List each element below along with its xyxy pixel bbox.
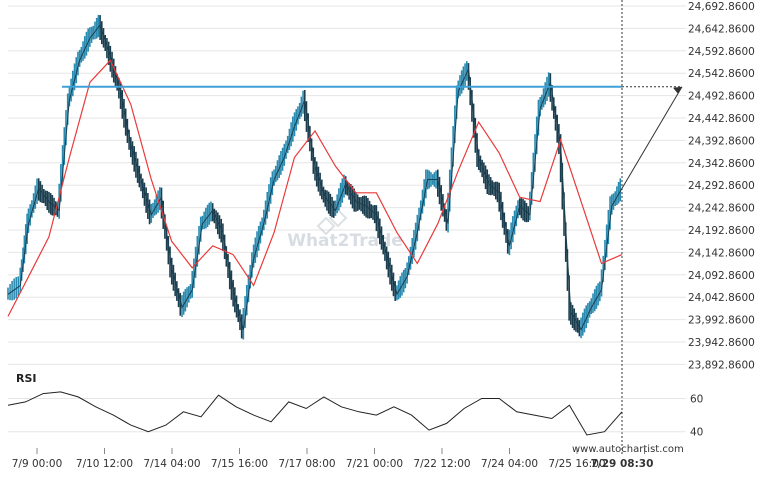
price-tick-label: 24,192.8600 xyxy=(688,225,755,237)
price-tick-label: 24,642.8600 xyxy=(688,23,755,35)
grid-lines xyxy=(8,5,686,365)
price-tick-label: 24,492.8600 xyxy=(688,91,755,103)
autochartist-credit: www.autochartist.com xyxy=(572,444,684,455)
price-axis: 24,692.8600 24,642.8600 24,592.8600 24,542.… xyxy=(688,1,755,371)
price-tick-label: 24,392.8600 xyxy=(688,135,755,147)
rsi-tick-label: 40 xyxy=(690,427,703,439)
time-tick-label: 7/15 16:00 xyxy=(211,458,268,470)
rsi-label: RSI xyxy=(16,372,37,385)
price-line xyxy=(7,23,623,331)
time-axis: 7/9 00:00 7/10 12:00 7/14 04:00 7/15 16:00 7… xyxy=(12,448,654,470)
price-tick-label: 24,042.8600 xyxy=(688,292,755,304)
price-tick-label: 24,142.8600 xyxy=(688,247,755,259)
time-tick-label: 7/10 12:00 xyxy=(76,458,133,470)
forecast-arrow xyxy=(621,86,683,189)
time-tick-label: 7/24 04:00 xyxy=(481,458,538,470)
rsi-tick-label: 60 xyxy=(690,394,703,406)
time-tick-label: 7/17 08:00 xyxy=(278,458,335,470)
price-tick-label: 24,442.8600 xyxy=(688,113,755,125)
price-tick-label: 24,242.8600 xyxy=(688,203,755,215)
price-tick-label: 23,892.8600 xyxy=(688,359,755,371)
moving-average-line xyxy=(7,59,623,317)
rsi-line xyxy=(7,391,623,436)
time-tick-label: 7/21 00:00 xyxy=(346,458,403,470)
price-tick-label: 23,942.8600 xyxy=(688,337,755,349)
rsi-pane: RSI 60 40 xyxy=(7,372,703,439)
price-tick-label: 24,692.8600 xyxy=(688,1,755,13)
price-tick-label: 24,342.8600 xyxy=(688,158,755,170)
time-tick-label: 7/29 08:30 xyxy=(591,458,654,470)
time-tick-label: 7/9 00:00 xyxy=(12,458,63,470)
watermark-text: What2Trade xyxy=(287,231,403,251)
price-tick-label: 24,092.8600 xyxy=(688,270,755,282)
time-tick-label: 7/25 16:00 xyxy=(548,458,605,470)
forecast-arrowhead-icon xyxy=(673,86,682,94)
price-tick-label: 24,542.8600 xyxy=(688,68,755,80)
moving-average-series xyxy=(7,59,623,317)
price-tick-label: 24,592.8600 xyxy=(688,46,755,58)
time-tick-label: 7/14 04:00 xyxy=(143,458,200,470)
price-tick-label: 24,292.8600 xyxy=(688,180,755,192)
resistance-level xyxy=(62,85,683,189)
price-tick-label: 23,992.8600 xyxy=(688,315,755,327)
time-tick-label: 7/22 12:00 xyxy=(413,458,470,470)
price-series xyxy=(7,14,623,340)
